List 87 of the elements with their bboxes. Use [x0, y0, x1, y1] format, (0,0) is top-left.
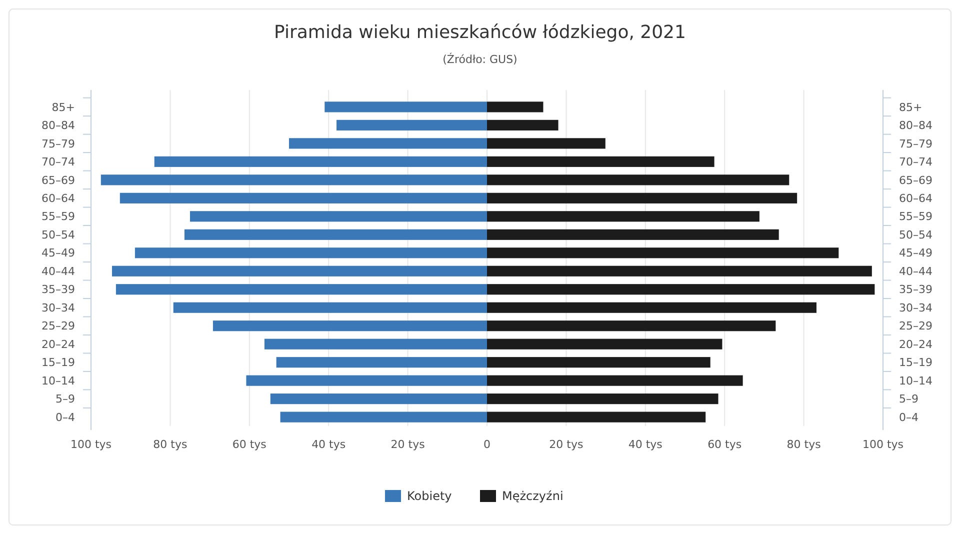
- category-label: 5–9: [899, 392, 918, 406]
- category-label: 60–64: [899, 192, 932, 205]
- category-label: 55–59: [899, 210, 932, 224]
- y-tick-label: 60–64: [42, 192, 75, 205]
- bar: [289, 138, 487, 149]
- category-label: 15–19: [899, 356, 932, 370]
- y-tick-label: 50–54: [42, 228, 75, 242]
- x-tick-label: 100 tys: [70, 438, 112, 451]
- legend-label: Mężczyźni: [502, 489, 564, 504]
- category-label: 85+: [899, 100, 922, 114]
- bar: [336, 120, 487, 130]
- y-tick-label: 0–4: [56, 410, 75, 424]
- bar: [190, 211, 487, 222]
- x-tick-label: 20 tys: [549, 438, 584, 451]
- bar: [487, 266, 872, 276]
- x-tick-label: 0: [484, 438, 490, 451]
- category-label: 65–69: [899, 174, 932, 187]
- y-tick-label: 35–39: [42, 283, 75, 296]
- bar: [324, 102, 487, 112]
- bar: [487, 248, 839, 258]
- y-tick-label: 30–34: [42, 301, 75, 314]
- bar: [487, 375, 743, 386]
- bar: [487, 192, 798, 204]
- bar: [100, 174, 487, 186]
- bar: [487, 284, 875, 295]
- bar: [270, 394, 487, 404]
- category-label: 25–29: [899, 320, 932, 333]
- bar: [487, 211, 760, 222]
- category-label: 35–39: [899, 283, 932, 296]
- category-label: 10–14: [899, 374, 932, 388]
- y-tick-label: 40–44: [42, 264, 75, 278]
- bar: [246, 375, 487, 386]
- x-tick-label: 60 tys: [232, 438, 267, 451]
- bar: [487, 138, 606, 149]
- bar: [487, 338, 722, 350]
- bar: [487, 229, 779, 240]
- category-label: 30–34: [899, 301, 932, 314]
- y-tick-label: 25–29: [42, 320, 75, 333]
- bar: [112, 266, 487, 276]
- category-label: 40–44: [899, 264, 932, 278]
- y-tick-label: 55–59: [42, 210, 75, 224]
- y-tick-label: 85+: [52, 100, 75, 114]
- x-tick-label: 60 tys: [708, 438, 742, 451]
- bar: [280, 412, 487, 422]
- category-label: 50–54: [899, 228, 932, 242]
- category-label: 70–74: [899, 156, 932, 169]
- category-label: 75–79: [899, 137, 932, 150]
- bar: [184, 229, 487, 240]
- bar: [116, 284, 487, 295]
- category-label: 45–49: [899, 246, 932, 260]
- y-tick-label: 10–14: [42, 374, 75, 388]
- bar: [276, 357, 487, 368]
- bar: [487, 394, 718, 404]
- y-tick-label: 70–74: [42, 156, 75, 169]
- legend-label: Kobiety: [407, 489, 452, 504]
- bar: [154, 156, 487, 167]
- y-tick-label: 15–19: [42, 356, 75, 370]
- bar: [487, 302, 816, 313]
- bar: [487, 120, 558, 130]
- x-tick-label: 80 tys: [786, 438, 822, 451]
- bar: [487, 156, 714, 167]
- category-label: 80–84: [899, 119, 932, 132]
- y-tick-label: 5–9: [56, 392, 75, 406]
- bar: [212, 320, 487, 332]
- category-label: 0–4: [899, 410, 918, 424]
- bar: [487, 357, 710, 368]
- bar: [487, 412, 706, 422]
- chart-title: Piramida wieku mieszkańców łódzkiego, 2021: [274, 22, 686, 43]
- bar: [264, 338, 487, 350]
- y-tick-label: 80–84: [42, 119, 75, 132]
- x-tick-label: 100 tys: [862, 438, 904, 451]
- bar: [487, 320, 776, 332]
- bar: [120, 192, 487, 204]
- bar: [173, 302, 487, 313]
- x-tick-label: 20 tys: [390, 438, 426, 451]
- chart-subtitle: (Źródło: GUS): [442, 52, 518, 66]
- y-tick-label: 20–24: [42, 338, 75, 351]
- bar: [487, 102, 544, 112]
- y-tick-label: 45–49: [42, 246, 75, 260]
- category-label: 20–24: [899, 338, 932, 351]
- y-tick-label: 75–79: [42, 137, 75, 150]
- y-tick-label: 65–69: [42, 174, 75, 187]
- x-tick-label: 40 tys: [628, 438, 663, 451]
- x-tick-label: 40 tys: [312, 438, 346, 451]
- bar: [487, 174, 790, 186]
- bar: [134, 248, 487, 258]
- x-tick-label: 80 tys: [153, 438, 188, 451]
